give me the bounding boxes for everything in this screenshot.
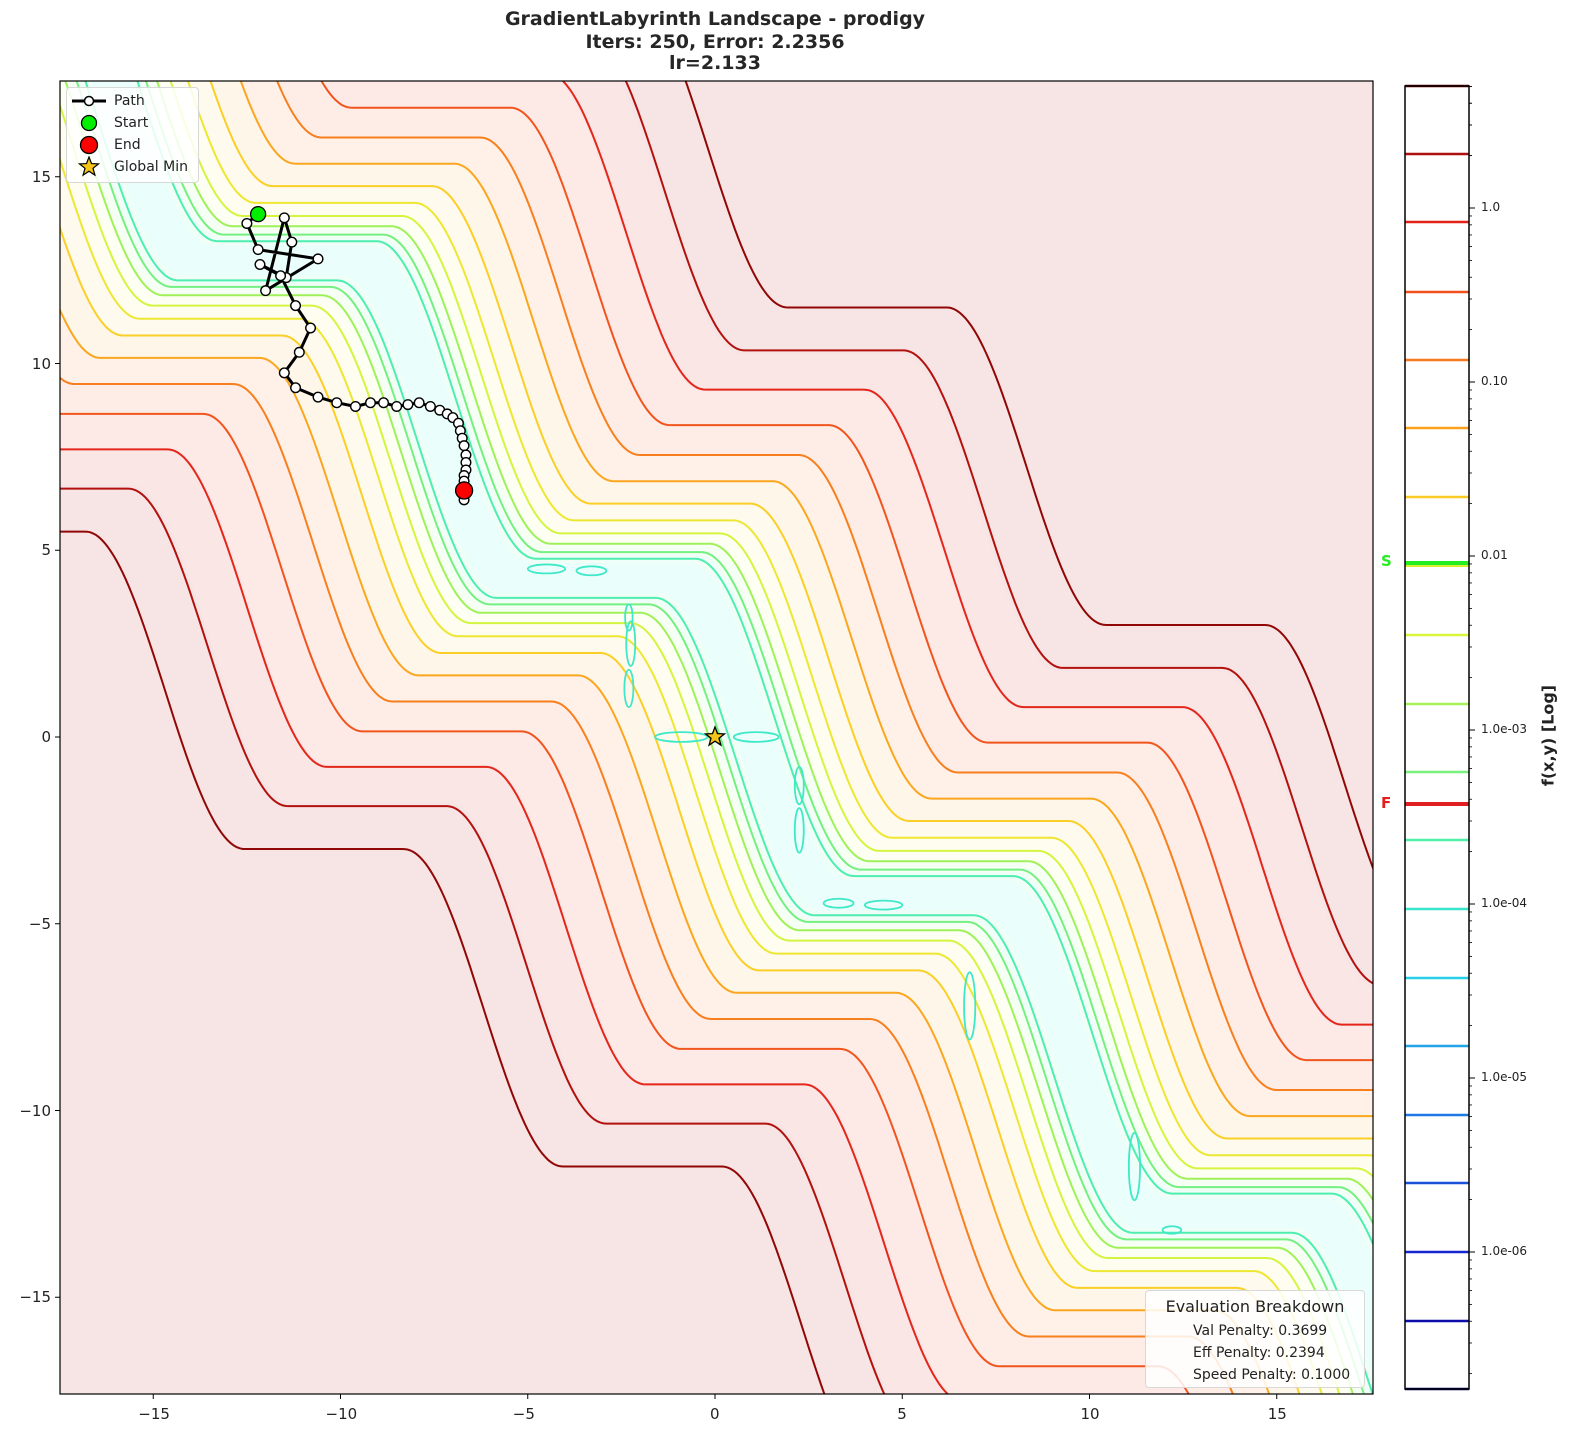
x-tick-label: −10 [325,1405,358,1423]
x-tick-label: 15 [1267,1405,1287,1423]
y-tick-label: 0 [41,728,51,746]
end-marker [454,481,474,500]
global-min-marker [703,725,727,747]
chart-title-line1: GradientLabyrinth Landscape - prodigy [504,8,926,30]
colorbar-ticks [1469,85,1475,1375]
colorbar-start-marker-label: S [1381,552,1392,570]
chart-title-line2: Iters: 250, Error: 2.2356 [585,31,845,53]
x-tick-label: −5 [512,1405,535,1423]
green-circle-icon [80,114,98,132]
colorbar-tick-label: 1.0e-04 [1481,896,1528,910]
colorbar-frame [1404,85,1470,1390]
speed-penalty: Speed Penalty: 0.1000 [1193,1367,1351,1383]
start-marker [249,205,267,223]
local-minima-ellipses [526,563,1183,1235]
legend-label: Global Min [114,159,188,175]
evaluation-breakdown-box: Evaluation Breakdown Val Penalty: 0.3699… [1145,1290,1365,1388]
legend-item-start: Start [67,112,148,134]
x-tick-label: −15 [138,1405,170,1423]
red-circle-icon [79,135,99,155]
x-tick-label: 5 [897,1405,907,1423]
colorbar-tick-label: 1.0e-03 [1481,722,1528,736]
y-tick-label: 10 [31,354,51,373]
star-icon [77,156,101,177]
x-tick-label: 10 [1080,1405,1100,1423]
legend-item-end: End [67,134,141,156]
y-tick-label: 5 [41,541,51,560]
y-tick-label: −5 [28,914,51,933]
y-tick-label: −15 [19,1288,51,1307]
evaluation-heading: Evaluation Breakdown [1165,1297,1345,1316]
chart-title-line3: lr=2.133 [669,52,761,74]
x-tick-label: 0 [710,1405,720,1423]
axis-ticks [55,176,1278,1399]
legend-label: Start [114,115,149,131]
y-tick-label: 15 [31,167,51,186]
point-markers [249,205,727,747]
colorbar-tick-label: 1.0e-06 [1481,1244,1528,1258]
colorbar-final-marker-label: F [1381,794,1392,812]
colorbar-tick-label: 0.01 [1481,548,1508,562]
legend-label: End [114,137,141,153]
colorbar [1404,84,1475,1391]
legend: Path Start End Global Min [66,87,199,183]
colorbar-tick-label: 1.0e-05 [1481,1070,1528,1084]
legend-item-global-min: Global Min [67,156,188,178]
path-line-icon [72,95,106,107]
colorbar-tick-label: 1.0 [1481,200,1501,214]
colorbar-label: f(x,y) [Log] [1538,684,1558,787]
colorbar-tick-label: 0.10 [1481,374,1508,388]
y-tick-label: −10 [19,1101,51,1120]
legend-item-path: Path [67,90,145,112]
legend-label: Path [114,93,145,109]
eff-penalty: Eff Penalty: 0.2394 [1193,1345,1325,1361]
val-penalty: Val Penalty: 0.3699 [1193,1323,1328,1339]
